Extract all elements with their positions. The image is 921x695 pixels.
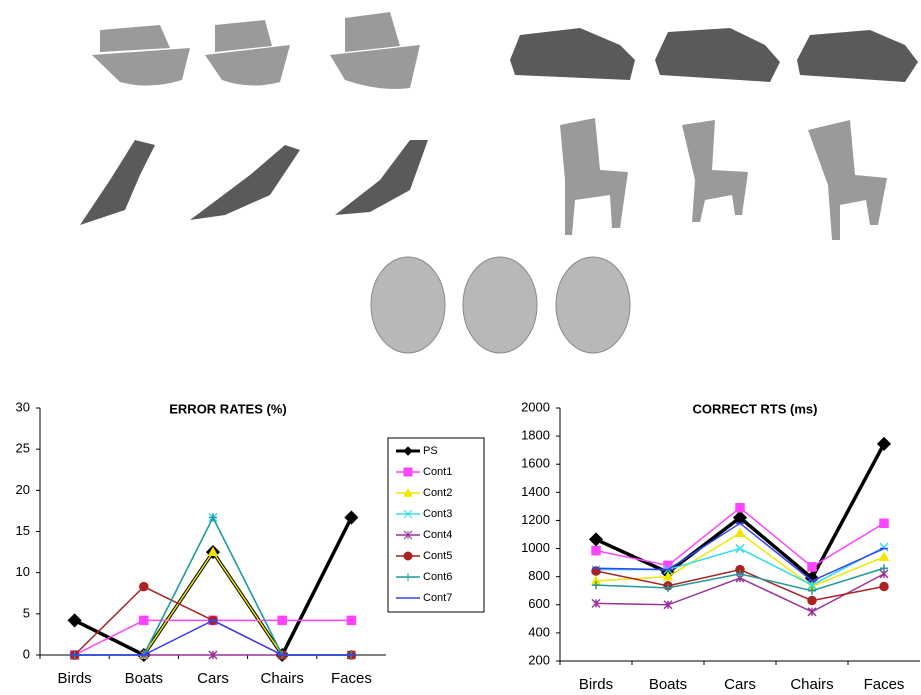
y-tick-label: 5 — [23, 605, 30, 620]
legend-label: Cont6 — [423, 571, 452, 583]
bird-image — [190, 145, 300, 220]
legend-marker — [403, 530, 413, 540]
y-tick-label: 600 — [528, 596, 550, 611]
data-point — [591, 598, 601, 608]
y-tick-label: 200 — [528, 652, 550, 667]
y-tick-label: 1400 — [521, 484, 550, 499]
x-tick-label: Chairs — [790, 676, 833, 693]
legend-marker — [403, 509, 413, 519]
data-point — [588, 532, 604, 547]
y-tick-label: 10 — [16, 564, 30, 579]
y-tick-label: 15 — [16, 523, 30, 538]
x-tick-label: Birds — [579, 676, 613, 693]
legend-label: Cont3 — [423, 508, 452, 520]
y-tick-label: 30 — [16, 399, 30, 414]
data-point — [734, 527, 746, 538]
x-tick-label: Birds — [58, 670, 92, 687]
face-image — [370, 256, 446, 354]
y-tick-label: 2000 — [521, 399, 550, 414]
data-point — [807, 607, 817, 617]
data-point — [735, 503, 745, 513]
data-point — [664, 583, 672, 592]
data-point — [592, 581, 600, 590]
car-image — [655, 28, 780, 82]
legend-label: PS — [423, 445, 438, 457]
x-tick-label: Cars — [197, 670, 229, 687]
y-tick-label: 800 — [528, 568, 550, 583]
data-point — [663, 600, 673, 610]
data-point — [808, 586, 816, 595]
data-point — [139, 615, 149, 626]
car-image — [510, 28, 635, 80]
legend-label: Cont5 — [423, 550, 452, 562]
y-tick-label: 1200 — [521, 512, 550, 527]
data-point — [807, 580, 817, 590]
series-line — [74, 619, 352, 656]
x-tick-label: Chairs — [261, 670, 304, 687]
data-point — [879, 581, 889, 592]
data-point — [736, 569, 744, 578]
legend-marker — [403, 551, 413, 561]
legend-marker — [403, 446, 413, 456]
data-point — [591, 545, 601, 556]
x-tick-label: Faces — [331, 670, 372, 687]
car-image — [797, 30, 918, 82]
legend-label: Cont2 — [423, 487, 452, 499]
data-point — [662, 571, 674, 581]
y-tick-label: 400 — [528, 624, 550, 639]
data-point — [807, 595, 817, 606]
data-point — [344, 510, 359, 525]
data-point — [346, 615, 357, 626]
chart-title: CORRECT RTS (ms) — [693, 401, 818, 416]
data-point — [735, 544, 745, 554]
data-point — [807, 562, 817, 572]
data-point — [880, 564, 888, 573]
y-tick-label: 0 — [23, 646, 30, 661]
x-tick-label: Boats — [125, 670, 163, 687]
y-tick-label: 1000 — [521, 540, 550, 555]
legend-marker — [403, 487, 413, 497]
data-point — [878, 551, 890, 561]
legend-box — [387, 437, 485, 613]
x-tick-label: Boats — [649, 676, 687, 693]
data-point — [207, 546, 219, 557]
bird-image — [80, 140, 155, 225]
boat-image — [92, 25, 190, 86]
face-image — [462, 256, 538, 354]
chart-title: ERROR RATES (%) — [169, 401, 286, 416]
boat-image — [205, 20, 290, 86]
chair-image — [808, 120, 887, 240]
boat-image — [330, 12, 420, 89]
bird-image — [335, 140, 428, 215]
data-point — [139, 581, 149, 592]
series-line — [74, 619, 352, 656]
y-tick-label: 1800 — [521, 428, 550, 443]
legend-marker — [403, 467, 413, 477]
x-tick-label: Cars — [724, 676, 756, 693]
legend-label: Cont1 — [423, 466, 452, 478]
legend-label: Cont7 — [423, 592, 452, 604]
data-point — [208, 650, 218, 660]
y-tick-label: 1600 — [521, 456, 550, 471]
data-point — [277, 615, 287, 626]
chair-image — [560, 118, 628, 235]
x-tick-label: Faces — [864, 676, 905, 693]
data-point — [735, 564, 745, 575]
chair-image — [682, 120, 748, 222]
data-point — [209, 513, 217, 522]
legend-label: Cont4 — [423, 529, 452, 541]
stimulus-images — [80, 12, 918, 354]
y-tick-label: 20 — [16, 482, 30, 497]
data-point — [879, 518, 889, 529]
face-image — [555, 256, 631, 354]
y-tick-label: 25 — [16, 441, 30, 456]
data-point — [876, 436, 892, 451]
legend-marker — [404, 573, 412, 581]
data-point — [67, 613, 82, 628]
